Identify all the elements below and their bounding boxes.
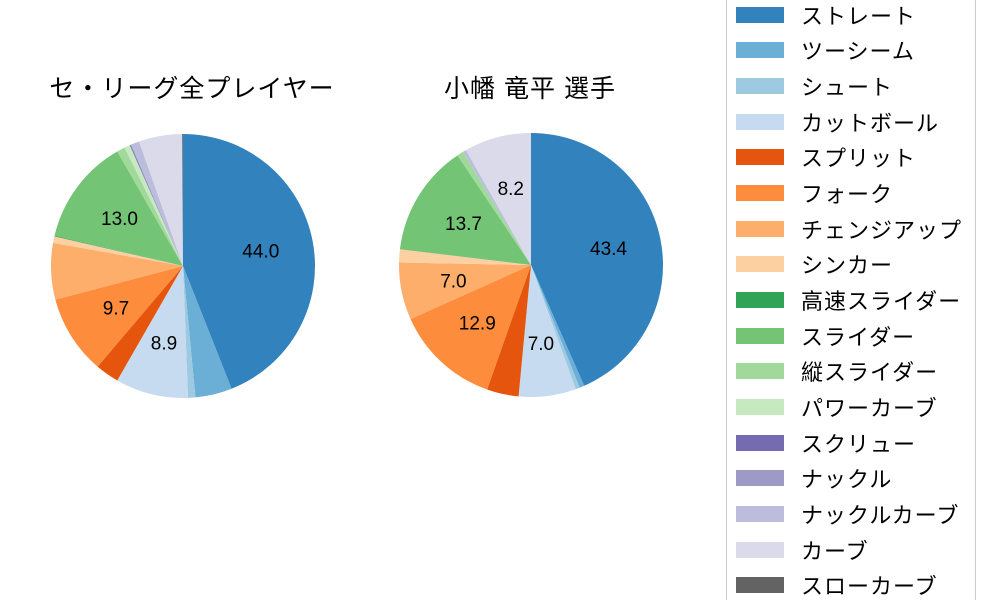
legend-item-3: カットボール [727, 104, 975, 140]
pie-slice-ナックル [130, 144, 183, 266]
legend-label: カーブ [801, 538, 869, 564]
legend-item-13: ナックル [727, 461, 975, 497]
legend-label: ストレート [801, 3, 917, 29]
pie-slice-スプリット [97, 266, 183, 381]
legend-label: 縦スライダー [801, 360, 939, 386]
pie-slice-シンカー [399, 249, 531, 265]
pie-value-label-フォーク: 12.9 [459, 314, 496, 335]
legend-item-7: シンカー [727, 247, 975, 283]
pie-slice-スクリュー [129, 144, 183, 266]
legend-swatch [736, 399, 784, 416]
legend-swatch [736, 220, 784, 237]
legend-label: カットボール [801, 110, 940, 136]
pie-slice-チェンジアップ [51, 242, 183, 300]
pie-slice-ストレート [531, 133, 663, 386]
pie-slice-スプリット [487, 265, 531, 397]
legend-label: 高速スライダー [801, 289, 962, 315]
legend-swatch [736, 363, 784, 380]
legend-swatch [736, 78, 784, 95]
legend-item-0: ストレート [727, 0, 975, 33]
left-pie-chart: 44.0 8.9 9.7 13.0 [51, 134, 315, 398]
legend-label: スライダー [801, 324, 916, 350]
legend-swatch [736, 42, 784, 59]
legend-label: ナックル [801, 467, 893, 493]
legend-swatch [736, 149, 784, 166]
legend-label: ツーシーム [801, 39, 915, 65]
pie-slice-フォーク [410, 265, 531, 390]
pie-value-label-スライダー: 13.0 [101, 209, 138, 230]
legend-item-6: チェンジアップ [727, 211, 975, 247]
legend-item-14: ナックルカーブ [727, 496, 975, 532]
pie-slice-スライダー [399, 155, 531, 265]
legend-swatch [736, 434, 784, 451]
pie-value-label-カットボール: 8.9 [151, 333, 177, 354]
pie-value-label-カットボール: 7.0 [528, 334, 554, 355]
legend-item-1: ツーシーム [727, 33, 975, 69]
pie-slice-カットボール [518, 265, 576, 397]
pie-value-label-スライダー: 13.7 [445, 214, 482, 235]
legend-label: ナックルカーブ [801, 503, 960, 529]
pie-slice-シュート [183, 266, 196, 398]
legend-item-4: スプリット [727, 140, 975, 176]
legend-item-11: パワーカーブ [727, 389, 975, 425]
legend-swatch [736, 577, 784, 594]
legend-item-2: シュート [727, 68, 975, 104]
legend-item-12: スクリュー [727, 425, 975, 461]
legend-swatch [736, 256, 784, 273]
pie-slice-ナックルカーブ [131, 141, 183, 266]
legend-label: スローカーブ [801, 574, 938, 600]
legend-swatch [736, 506, 784, 523]
legend-label: シュート [801, 75, 894, 101]
pie-slice-高速スライダー [54, 235, 183, 266]
legend: ストレート ツーシーム シュート カットボール スプリット フォーク チェンジア… [726, 0, 976, 600]
pie-slice-縦スライダー [457, 151, 531, 265]
legend-swatch [736, 541, 784, 558]
pie-slice-ストレート [183, 134, 315, 389]
pie-slice-縦スライダー [117, 147, 183, 266]
legend-swatch [736, 292, 784, 309]
pie-slice-ツーシーム [183, 266, 232, 398]
legend-item-16: スローカーブ [727, 568, 975, 600]
pie-value-label-チェンジアップ: 7.0 [440, 271, 466, 292]
pie-slice-シュート [531, 265, 580, 390]
pie-slice-パワーカーブ [124, 145, 183, 266]
pie-value-label-カーブ: 8.2 [498, 179, 524, 200]
legend-swatch [736, 327, 784, 344]
pie-slice-カーブ [465, 133, 531, 265]
pie-slice-ツーシーム [531, 265, 585, 388]
legend-label: チェンジアップ [801, 217, 963, 243]
legend-item-10: 縦スライダー [727, 354, 975, 390]
right-pie-chart: 43.4 7.0 12.9 7.0 13.7 8.2 [399, 133, 663, 397]
legend-label: シンカー [801, 253, 894, 279]
right-pie-title: 小幡 竜平 選手 [444, 75, 616, 103]
left-pie-title: セ・リーグ全プレイヤー [49, 75, 335, 103]
legend-swatch [736, 470, 784, 487]
legend-swatch [736, 6, 784, 23]
legend-swatch [736, 185, 784, 202]
pie-value-label-フォーク: 9.7 [103, 299, 129, 320]
pie-slice-カットボール [117, 266, 188, 398]
pie-slice-シンカー [53, 236, 183, 266]
legend-label: スクリュー [801, 431, 917, 457]
pie-slice-スローカーブ [182, 134, 183, 266]
pie-slice-フォーク [55, 266, 183, 367]
legend-item-15: カーブ [727, 532, 975, 568]
pie-slice-カーブ [139, 134, 183, 266]
pie-slice-ナックルカーブ [463, 150, 531, 265]
legend-item-5: フォーク [727, 175, 975, 211]
pie-value-label-ストレート: 43.4 [590, 239, 627, 260]
legend-item-8: 高速スライダー [727, 282, 975, 318]
pie-slice-チェンジアップ [399, 262, 531, 319]
pie-slice-スライダー [54, 151, 183, 266]
legend-label: フォーク [801, 182, 894, 208]
legend-label: パワーカーブ [801, 396, 938, 422]
legend-swatch [736, 113, 784, 130]
legend-label: スプリット [801, 146, 917, 172]
pie-value-label-ストレート: 44.0 [242, 242, 279, 263]
legend-item-9: スライダー [727, 318, 975, 354]
